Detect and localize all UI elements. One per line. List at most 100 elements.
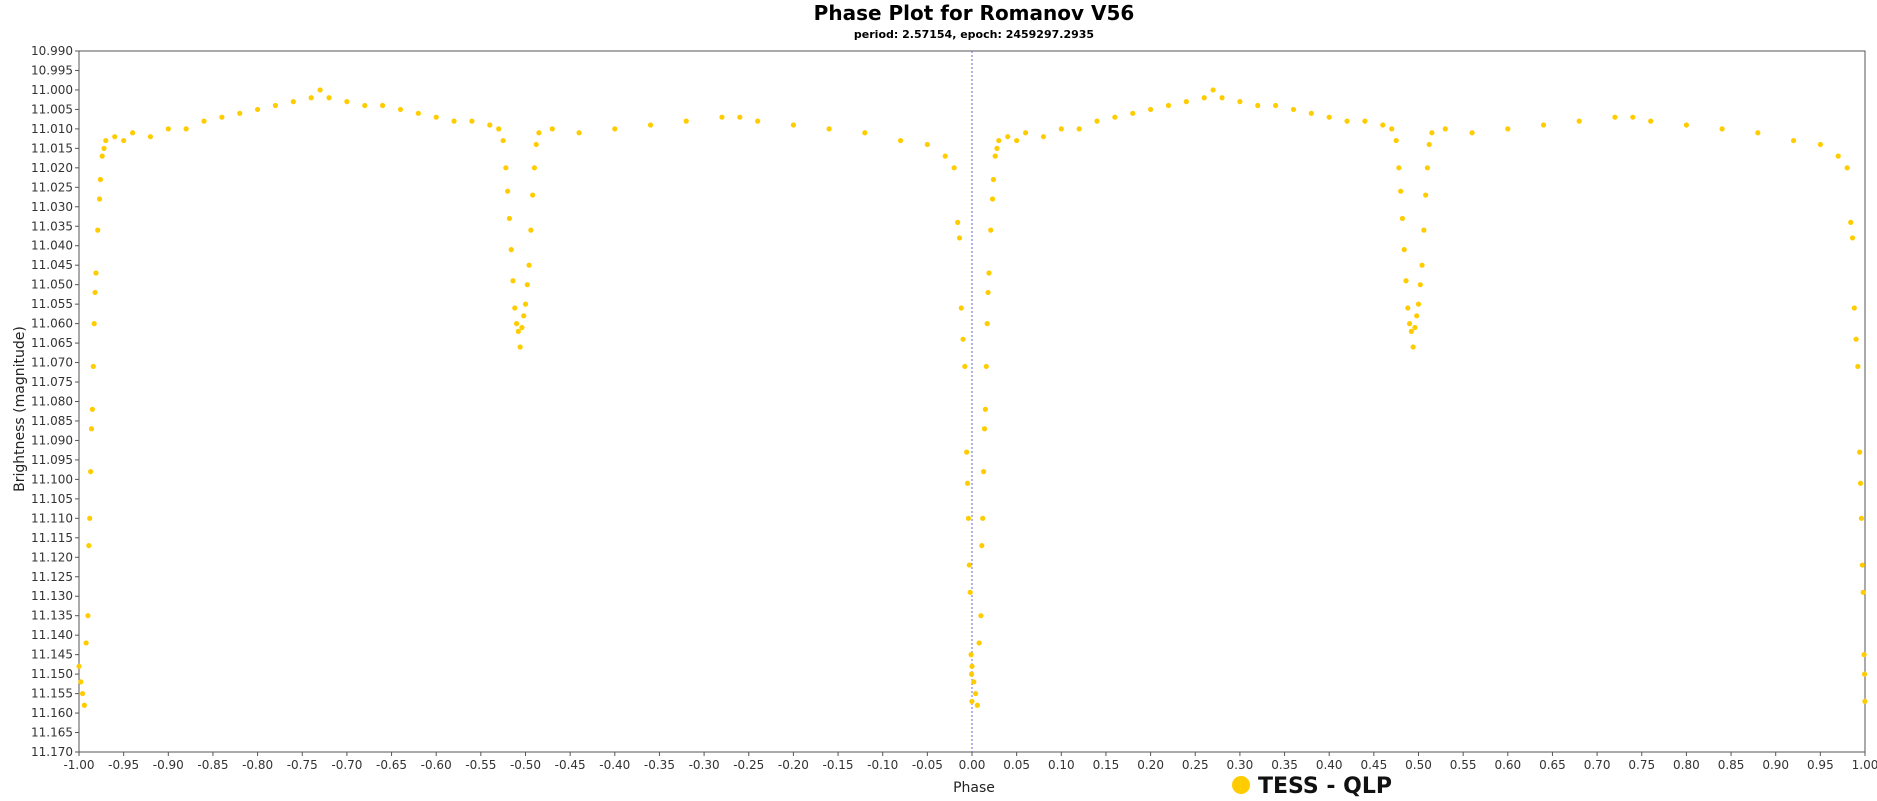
y-tick-label: 11.050 (31, 278, 73, 292)
data-point (517, 344, 523, 350)
data-point (97, 176, 104, 183)
y-tick-label: 11.000 (31, 83, 73, 97)
data-point (255, 106, 261, 113)
y-tick-label: 11.140 (31, 628, 73, 642)
data-point (380, 102, 386, 109)
y-tick-label: 11.020 (31, 161, 73, 175)
y-tick-label: 11.125 (31, 570, 73, 584)
x-tick-label: 0.75 (1628, 758, 1655, 772)
chart-title: Phase Plot for Romanov V56 (814, 1, 1135, 25)
data-point (1380, 122, 1386, 128)
data-point (956, 235, 963, 241)
data-point (344, 99, 350, 105)
data-point (964, 449, 970, 455)
data-point (1022, 130, 1029, 136)
data-point (1426, 141, 1432, 148)
y-axis-ticks: 10.990 10.995 11.000 11.005 11.010 11.015 11.0… (31, 44, 79, 759)
data-point (994, 145, 1000, 151)
x-tick-label: 0.10 (1048, 758, 1075, 772)
data-point (515, 328, 521, 334)
data-point (91, 321, 97, 327)
data-point (979, 542, 985, 549)
x-tick-label: 0.50 (1405, 758, 1432, 772)
data-point (121, 137, 127, 144)
data-point (1326, 114, 1332, 120)
x-tick-label: 0.35 (1271, 758, 1298, 772)
data-point (89, 406, 95, 412)
data-point (1861, 671, 1868, 677)
x-tick-label: 0.20 (1137, 758, 1164, 772)
plot-area (78, 50, 1866, 753)
data-point (1861, 652, 1867, 658)
x-tick-label: -0.10 (867, 758, 898, 772)
y-tick-label: 10.990 (31, 44, 73, 58)
x-tick-label: -0.05 (912, 758, 943, 772)
data-point (1855, 363, 1861, 370)
data-point (183, 126, 189, 132)
x-tick-label: -0.40 (599, 758, 630, 772)
legend-marker (1232, 776, 1250, 794)
data-point (95, 227, 101, 233)
y-tick-label: 11.045 (31, 258, 73, 272)
x-tick-label: -0.80 (242, 758, 273, 772)
data-point (719, 114, 725, 120)
y-tick-label: 11.070 (31, 356, 73, 370)
data-point (96, 196, 103, 202)
y-tick-label: 11.170 (31, 745, 73, 759)
data-point (88, 426, 95, 432)
data-point (536, 130, 542, 136)
data-point (81, 702, 87, 708)
data-point (1308, 110, 1314, 116)
x-tick-label: 1.00 (1852, 758, 1877, 772)
data-point (1362, 118, 1368, 124)
data-point (1719, 126, 1725, 132)
data-point (88, 469, 94, 475)
data-point (503, 165, 509, 171)
data-point (1859, 562, 1865, 568)
data-point (1290, 106, 1297, 113)
legend-series-label: TESS - QLP (1258, 774, 1392, 799)
data-point (1201, 95, 1207, 101)
data-point (966, 562, 972, 568)
data-point (469, 118, 475, 124)
data-point (83, 640, 89, 646)
data-point (1858, 515, 1865, 521)
data-point (737, 114, 743, 120)
data-point (397, 106, 404, 113)
data-point (1505, 126, 1511, 132)
data-point (147, 134, 154, 140)
x-tick-label: -0.45 (555, 758, 586, 772)
data-point (1419, 262, 1425, 268)
data-point (526, 262, 532, 268)
x-tick-label: 0.25 (1182, 758, 1209, 772)
data-point (1683, 122, 1689, 128)
data-point (1237, 99, 1243, 105)
data-point (1860, 589, 1866, 595)
data-point (1848, 219, 1854, 225)
data-point (1393, 137, 1399, 144)
data-point (1424, 165, 1431, 171)
data-point (1396, 165, 1402, 171)
y-tick-label: 11.110 (31, 511, 73, 525)
data-point (1005, 134, 1011, 140)
data-point (897, 137, 904, 144)
x-axis-label: Phase (953, 780, 995, 796)
data-point (985, 289, 991, 296)
y-tick-label: 11.080 (31, 395, 73, 409)
x-tick-label: 0.80 (1673, 758, 1700, 772)
data-point (87, 515, 93, 521)
y-tick-label: 11.150 (31, 667, 73, 681)
x-tick-label: -0.70 (331, 758, 362, 772)
y-tick-label: 11.055 (31, 297, 73, 311)
data-point (960, 336, 966, 342)
data-point (1410, 344, 1416, 350)
data-point (237, 110, 243, 116)
data-point (969, 663, 975, 669)
data-point (530, 192, 536, 198)
y-tick-label: 11.085 (31, 414, 73, 428)
data-point (986, 270, 992, 276)
data-point (981, 426, 988, 432)
data-point (1412, 324, 1418, 331)
x-tick-label: -0.90 (153, 758, 184, 772)
